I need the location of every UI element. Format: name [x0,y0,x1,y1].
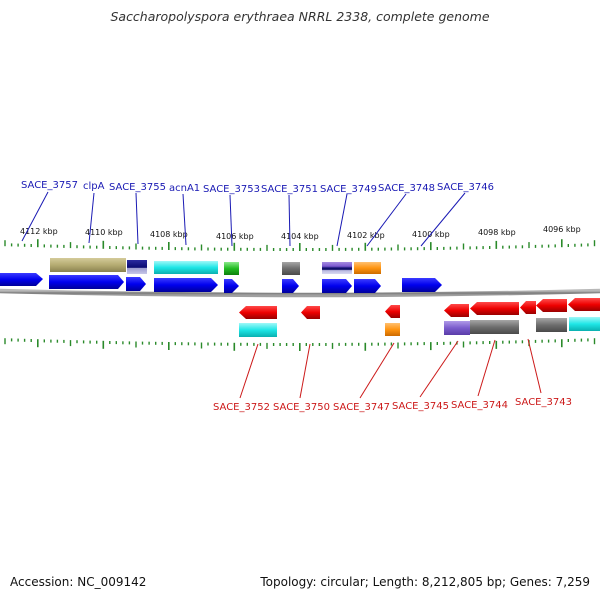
label-leader [477,339,496,397]
label-leader [419,340,459,398]
feature-bar-purple [444,321,470,335]
label-leader [366,193,407,247]
feature-annotations-top [50,258,381,275]
kbp-label-4110: 4110 kbp [85,228,123,237]
feature-bar-khaki [50,258,126,272]
genome-backbone [0,288,600,298]
gene-label-sace-3746[interactable]: SACE_3746 [437,182,494,193]
gene-arrow-reverse[interactable] [385,305,400,318]
label-leader [527,338,542,394]
feature-bar-orange [354,262,381,274]
gene-label-sace-3755[interactable]: SACE_3755 [109,182,166,193]
gene-label-sace-3748[interactable]: SACE_3748 [378,183,435,194]
kbp-label-4102: 4102 kbp [347,231,385,240]
gene-label-sace-3751[interactable]: SACE_3751 [261,184,318,195]
accession-text: Accession: NC_009142 [10,575,147,589]
label-leader [182,193,187,246]
gene-arrow-reverse[interactable] [520,301,536,314]
feature-annotations-bottom [239,317,600,337]
gene-arrow-forward[interactable] [402,278,442,292]
gene-label-acna1[interactable]: acnA1 [169,183,200,194]
reverse-genes [239,298,600,319]
gene-label-sace-3757[interactable]: SACE_3757 [21,180,78,191]
label-leader [359,342,395,399]
gene-arrow-forward[interactable] [224,279,239,293]
label-leader [21,191,49,242]
gene-arrow-forward[interactable] [322,279,352,293]
gene-label-sace-3745[interactable]: SACE_3745 [392,401,449,412]
label-leader [336,193,348,247]
kbp-label-4106: 4106 kbp [216,232,254,241]
gene-arrow-reverse[interactable] [301,306,320,319]
gene-arrow-reverse[interactable] [568,298,600,311]
feature-bar-gray [282,262,300,275]
label-leader [420,192,466,247]
feature-bar-cyan [569,317,600,331]
topology-summary: Topology: circular; Length: 8,212,805 bp… [260,575,590,589]
feature-bar-navy [127,260,147,274]
gene-arrow-forward[interactable] [154,278,218,292]
gene-label-sace-3744[interactable]: SACE_3744 [451,400,508,411]
gene-arrow-forward[interactable] [126,277,146,291]
feature-bar-purple-navy [322,262,352,274]
gene-arrow-forward[interactable] [354,279,381,293]
feature-bar-cyan [154,261,218,274]
map-title: Saccharopolyspora erythraea NRRL 2338, c… [110,9,490,24]
kbp-label-4098: 4098 kbp [478,228,516,237]
gene-label-sace-3747[interactable]: SACE_3747 [333,402,390,413]
tick-row-bottom [4,338,596,351]
feature-bar-gray [470,320,519,334]
gene-arrow-reverse[interactable] [444,304,469,317]
gene-arrow-forward[interactable] [282,279,299,293]
forward-gene-labels: SACE_3757 clpA SACE_3755 acnA1 SACE_3753… [21,180,494,247]
gene-arrow-reverse[interactable] [536,299,567,312]
gene-label-sace-3743[interactable]: SACE_3743 [515,397,572,408]
label-leader [135,192,139,245]
gene-arrow-reverse[interactable] [470,302,519,315]
label-leader [288,194,291,247]
tick-row-top [4,239,596,251]
gene-label-clpa[interactable]: clpA [83,181,105,192]
label-leader [299,343,311,399]
gene-label-sace-3750[interactable]: SACE_3750 [273,402,330,413]
gene-label-sace-3752[interactable]: SACE_3752 [213,402,270,413]
label-leader [239,343,259,399]
feature-bar-gray [536,318,567,332]
gene-arrow-forward[interactable] [49,275,124,289]
kbp-label-4096: 4096 kbp [543,225,581,234]
gene-arrow-forward[interactable] [0,273,43,286]
kbp-label-4104: 4104 kbp [281,232,319,241]
kbp-label-4112: 4112 kbp [20,227,58,236]
reverse-gene-labels: SACE_3752 SACE_3750 SACE_3747 SACE_3745 … [213,338,572,413]
label-leader [88,192,95,244]
kbp-scale: 4112 kbp 4110 kbp 4108 kbp 4106 kbp 4104… [20,225,581,241]
forward-genes [0,273,442,293]
label-leader [229,194,233,247]
gene-label-sace-3753[interactable]: SACE_3753 [203,184,260,195]
feature-bar-orange [385,323,400,336]
gene-arrow-reverse[interactable] [239,306,277,319]
feature-bar-green [224,262,239,275]
kbp-label-4108: 4108 kbp [150,230,188,239]
feature-bar-cyan [239,323,277,337]
gene-label-sace-3749[interactable]: SACE_3749 [320,184,377,195]
